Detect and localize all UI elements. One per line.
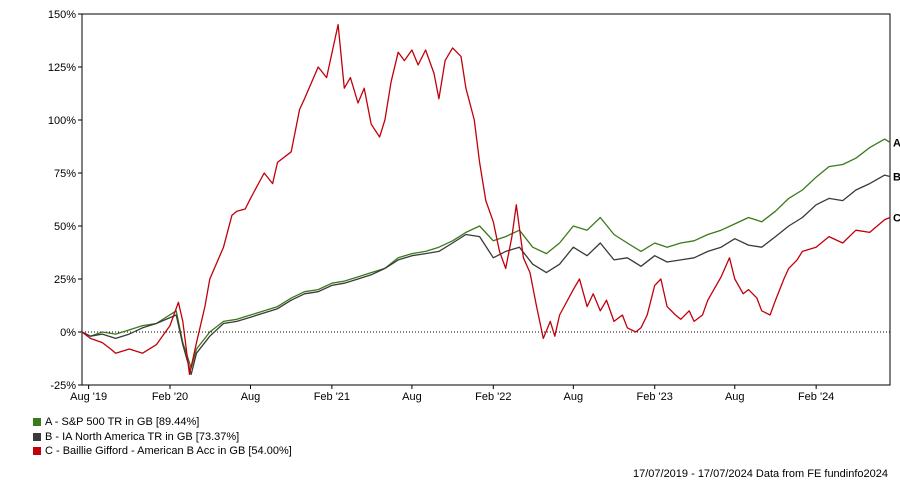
y-tick-label: 150% [48,9,76,21]
y-tick-label: 25% [54,274,76,286]
x-tick-label: Feb '21 [314,391,350,403]
legend-item-b: B - IA North America TR in GB [73.37%] [33,430,292,445]
x-tick-label: Aug [402,391,422,403]
x-tick-label: Aug [725,391,745,403]
x-tick-label: Aug [564,391,584,403]
y-tick-label: 75% [54,168,76,180]
x-tick-label: Feb '22 [475,391,511,403]
series-end-label-c: C [893,213,900,225]
y-tick-label: 125% [48,62,76,74]
series-end-label-a: A [893,137,900,149]
x-tick-label: Feb '23 [637,391,673,403]
legend: A - S&P 500 TR in GB [89.44%] B - IA Nor… [33,415,292,459]
legend-swatch-c [33,447,41,456]
legend-swatch-b [33,432,41,441]
x-tick-label: Feb '24 [798,391,834,403]
legend-swatch-a [33,418,41,427]
series-end-label-b: B [893,171,900,183]
legend-label-b: B - IA North America TR in GB [73.37%] [45,430,240,443]
series-line-a [81,138,891,369]
legend-label-a: A - S&P 500 TR in GB [89.44%] [45,416,200,428]
series-line-b [81,174,891,376]
plot-frame [81,13,891,386]
y-tick-label: 0% [60,327,76,339]
y-tick-label: 50% [54,221,76,233]
footer-date-range-source: 17/07/2019 - 17/07/2024 Data from FE fun… [632,468,888,480]
y-tick-label: 100% [48,115,76,127]
x-tick-label: Aug [241,391,261,403]
legend-item-a: A - S&P 500 TR in GB [89.44%] [33,415,292,430]
x-tick-label: Feb '20 [152,391,188,403]
legend-label-c: C - Baillie Gifford - American B Acc in … [45,445,292,457]
line-chart: 150% 125% 100% 75% 50% 25% 0% -25%Aug '19 Feb '2… [48,9,900,403]
y-tick-label: -25% [50,380,76,392]
series-line-c [81,23,891,376]
plot-area: 150% 125% 100% 75% 50% 25% 0% -25%Aug '19 Feb '2… [48,9,900,403]
legend-item-c: C - Baillie Gifford - American B Acc in … [33,444,292,459]
x-tick-label: Aug '19 [70,391,107,403]
